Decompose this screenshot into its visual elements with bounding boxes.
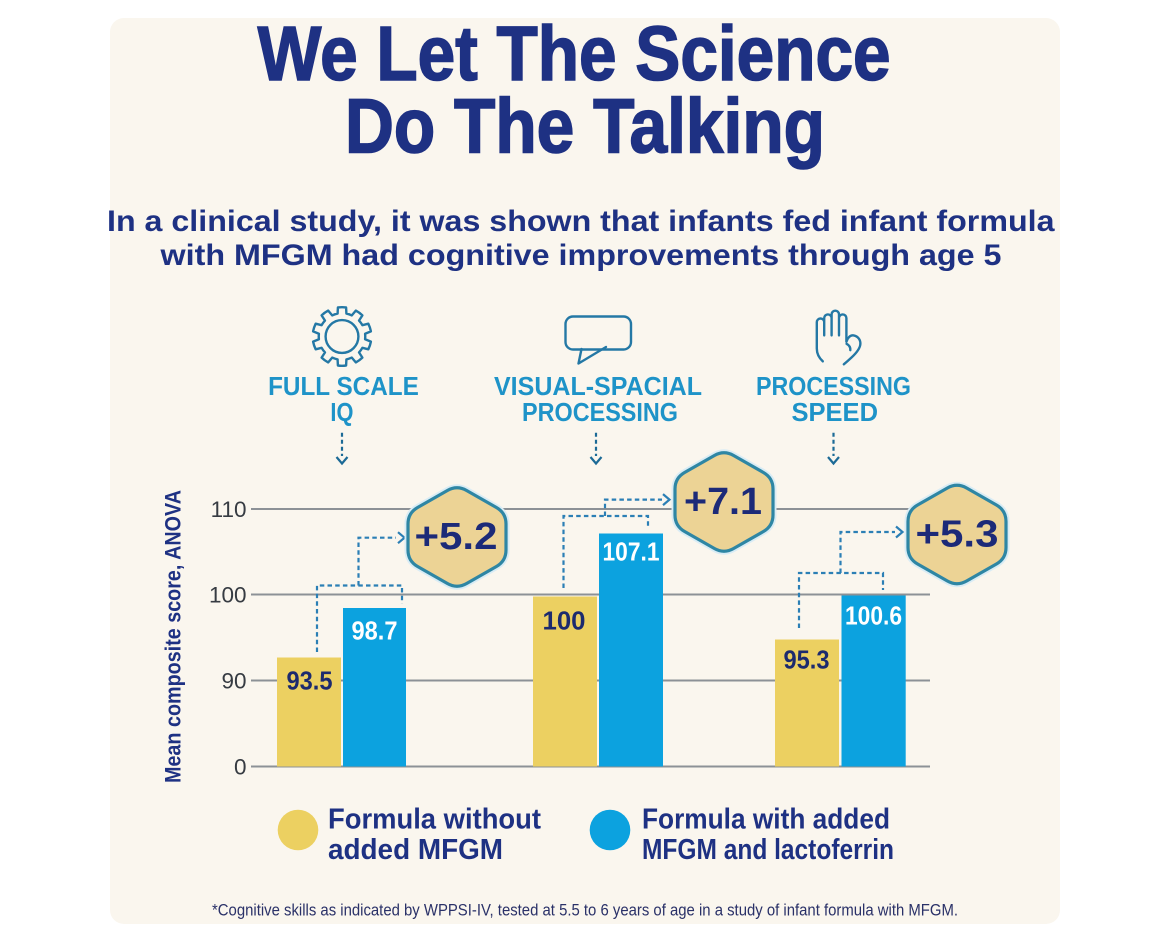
svg-text:*Cognitive skills as indicated: *Cognitive skills as indicated by WPPSI-… xyxy=(212,901,958,920)
svg-text:+5.3: +5.3 xyxy=(916,514,999,556)
svg-text:Formula without: Formula without xyxy=(328,804,541,836)
svg-text:We Let The Science: We Let The Science xyxy=(258,11,891,97)
svg-text:added MFGM: added MFGM xyxy=(328,834,503,866)
svg-text:PROCESSING: PROCESSING xyxy=(756,373,911,401)
svg-text:+5.2: +5.2 xyxy=(415,516,498,558)
svg-text:100: 100 xyxy=(209,583,247,608)
svg-text:with MFGM had cognitive improv: with MFGM had cognitive improvements thr… xyxy=(159,239,1001,272)
svg-text:100: 100 xyxy=(543,606,586,636)
svg-text:90: 90 xyxy=(221,669,246,694)
svg-text:FULL SCALE: FULL SCALE xyxy=(268,373,419,401)
svg-text:93.5: 93.5 xyxy=(287,666,333,696)
svg-text:MFGM and lactoferrin: MFGM and lactoferrin xyxy=(642,834,894,866)
svg-text:VISUAL-SPACIAL: VISUAL-SPACIAL xyxy=(494,373,702,401)
svg-text:Formula with added: Formula with added xyxy=(642,804,890,836)
svg-text:Mean composite score, ANOVA: Mean composite score, ANOVA xyxy=(161,490,186,783)
svg-text:SPEED: SPEED xyxy=(792,399,879,427)
svg-text:IQ: IQ xyxy=(330,399,353,427)
svg-text:110: 110 xyxy=(211,497,247,522)
svg-text:107.1: 107.1 xyxy=(603,537,660,567)
svg-text:PROCESSING: PROCESSING xyxy=(522,399,678,427)
svg-text:98.7: 98.7 xyxy=(352,616,398,646)
svg-text:In a clinical study, it was sh: In a clinical study, it was shown that i… xyxy=(107,205,1055,238)
svg-text:+7.1: +7.1 xyxy=(684,481,762,523)
svg-text:95.3: 95.3 xyxy=(784,645,830,675)
svg-text:100.6: 100.6 xyxy=(845,601,902,631)
svg-text:0: 0 xyxy=(234,755,247,780)
svg-text:Do The Talking: Do The Talking xyxy=(345,84,825,170)
